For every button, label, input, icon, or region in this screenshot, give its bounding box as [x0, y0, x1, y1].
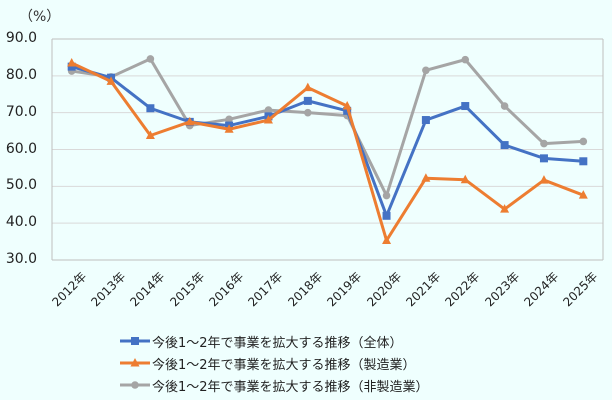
data-point-triangle-marker	[421, 173, 431, 182]
data-point-triangle-marker	[500, 204, 510, 213]
y-tick-label: 80.0	[5, 66, 37, 83]
data-point-circle-marker	[422, 66, 430, 75]
data-point-square-marker	[461, 102, 470, 111]
y-tick-label: 30.0	[5, 251, 37, 267]
data-point-circle-marker	[540, 139, 548, 148]
data-point-circle-marker	[264, 106, 273, 114]
data-point-circle-marker	[382, 191, 391, 200]
legend-label: 今後1～2年で事業を拡大する推移（非製造業）	[152, 379, 429, 395]
data-point-square-marker	[579, 157, 588, 166]
legend-item: 今後1～2年で事業を拡大する推移（製造業）	[120, 352, 429, 374]
series-line-square	[67, 62, 588, 220]
data-point-triangle-marker	[185, 116, 195, 126]
y-tick-label: 50.0	[5, 177, 37, 194]
data-point-square-marker	[303, 96, 312, 105]
legend-label: 今後1～2年で事業を拡大する推移（全体）	[152, 335, 403, 351]
data-point-circle-marker	[461, 55, 470, 64]
legend-label: 今後1～2年で事業を拡大する推移（製造業）	[152, 357, 416, 373]
data-point-triangle-marker	[67, 57, 77, 67]
data-point-triangle-marker	[224, 124, 234, 133]
data-point-triangle-marker	[460, 174, 470, 184]
data-point-square-marker	[539, 154, 548, 163]
legend-item: 今後1～2年で事業を拡大する推移（非製造業）	[120, 374, 429, 396]
data-point-square-marker	[421, 116, 430, 125]
data-point-circle-marker	[131, 381, 139, 389]
series-line-triangle	[67, 57, 588, 244]
data-point-circle-marker	[225, 115, 233, 124]
y-tick-label: 40.0	[5, 214, 37, 231]
data-point-triangle-marker	[130, 358, 140, 367]
data-point-triangle-marker	[106, 76, 116, 85]
legend-square-icon	[120, 337, 150, 345]
data-point-square-marker	[382, 211, 391, 220]
data-point-triangle-marker	[263, 115, 273, 124]
legend-item: 今後1～2年で事業を拡大する推移（全体）	[120, 330, 429, 352]
data-point-triangle-marker	[382, 235, 392, 244]
data-point-circle-marker	[579, 137, 588, 146]
data-point-circle-marker	[146, 55, 155, 63]
data-point-triangle-marker	[578, 190, 588, 199]
data-point-triangle-marker	[539, 175, 549, 184]
data-point-triangle-marker	[342, 101, 352, 110]
data-point-triangle-marker	[145, 130, 155, 140]
y-tick-label: 70.0	[5, 103, 37, 120]
legend: 今後1～2年で事業を拡大する推移（全体） 今後1～2年で事業を拡大する推移（製造業…	[120, 330, 429, 396]
data-point-square-marker	[500, 141, 509, 150]
data-point-circle-marker	[500, 102, 509, 110]
legend-circle-icon	[120, 381, 150, 389]
data-point-circle-marker	[304, 108, 312, 117]
legend-triangle-icon	[120, 358, 150, 367]
data-point-square-marker	[131, 337, 139, 345]
y-axis-unit-label: （%）	[19, 9, 61, 25]
data-point-triangle-marker	[303, 82, 313, 92]
y-tick-label: 60.0	[5, 140, 37, 157]
data-point-square-marker	[146, 104, 155, 113]
y-tick-label: 90.0	[5, 30, 37, 46]
data-point-square-marker	[67, 62, 76, 71]
